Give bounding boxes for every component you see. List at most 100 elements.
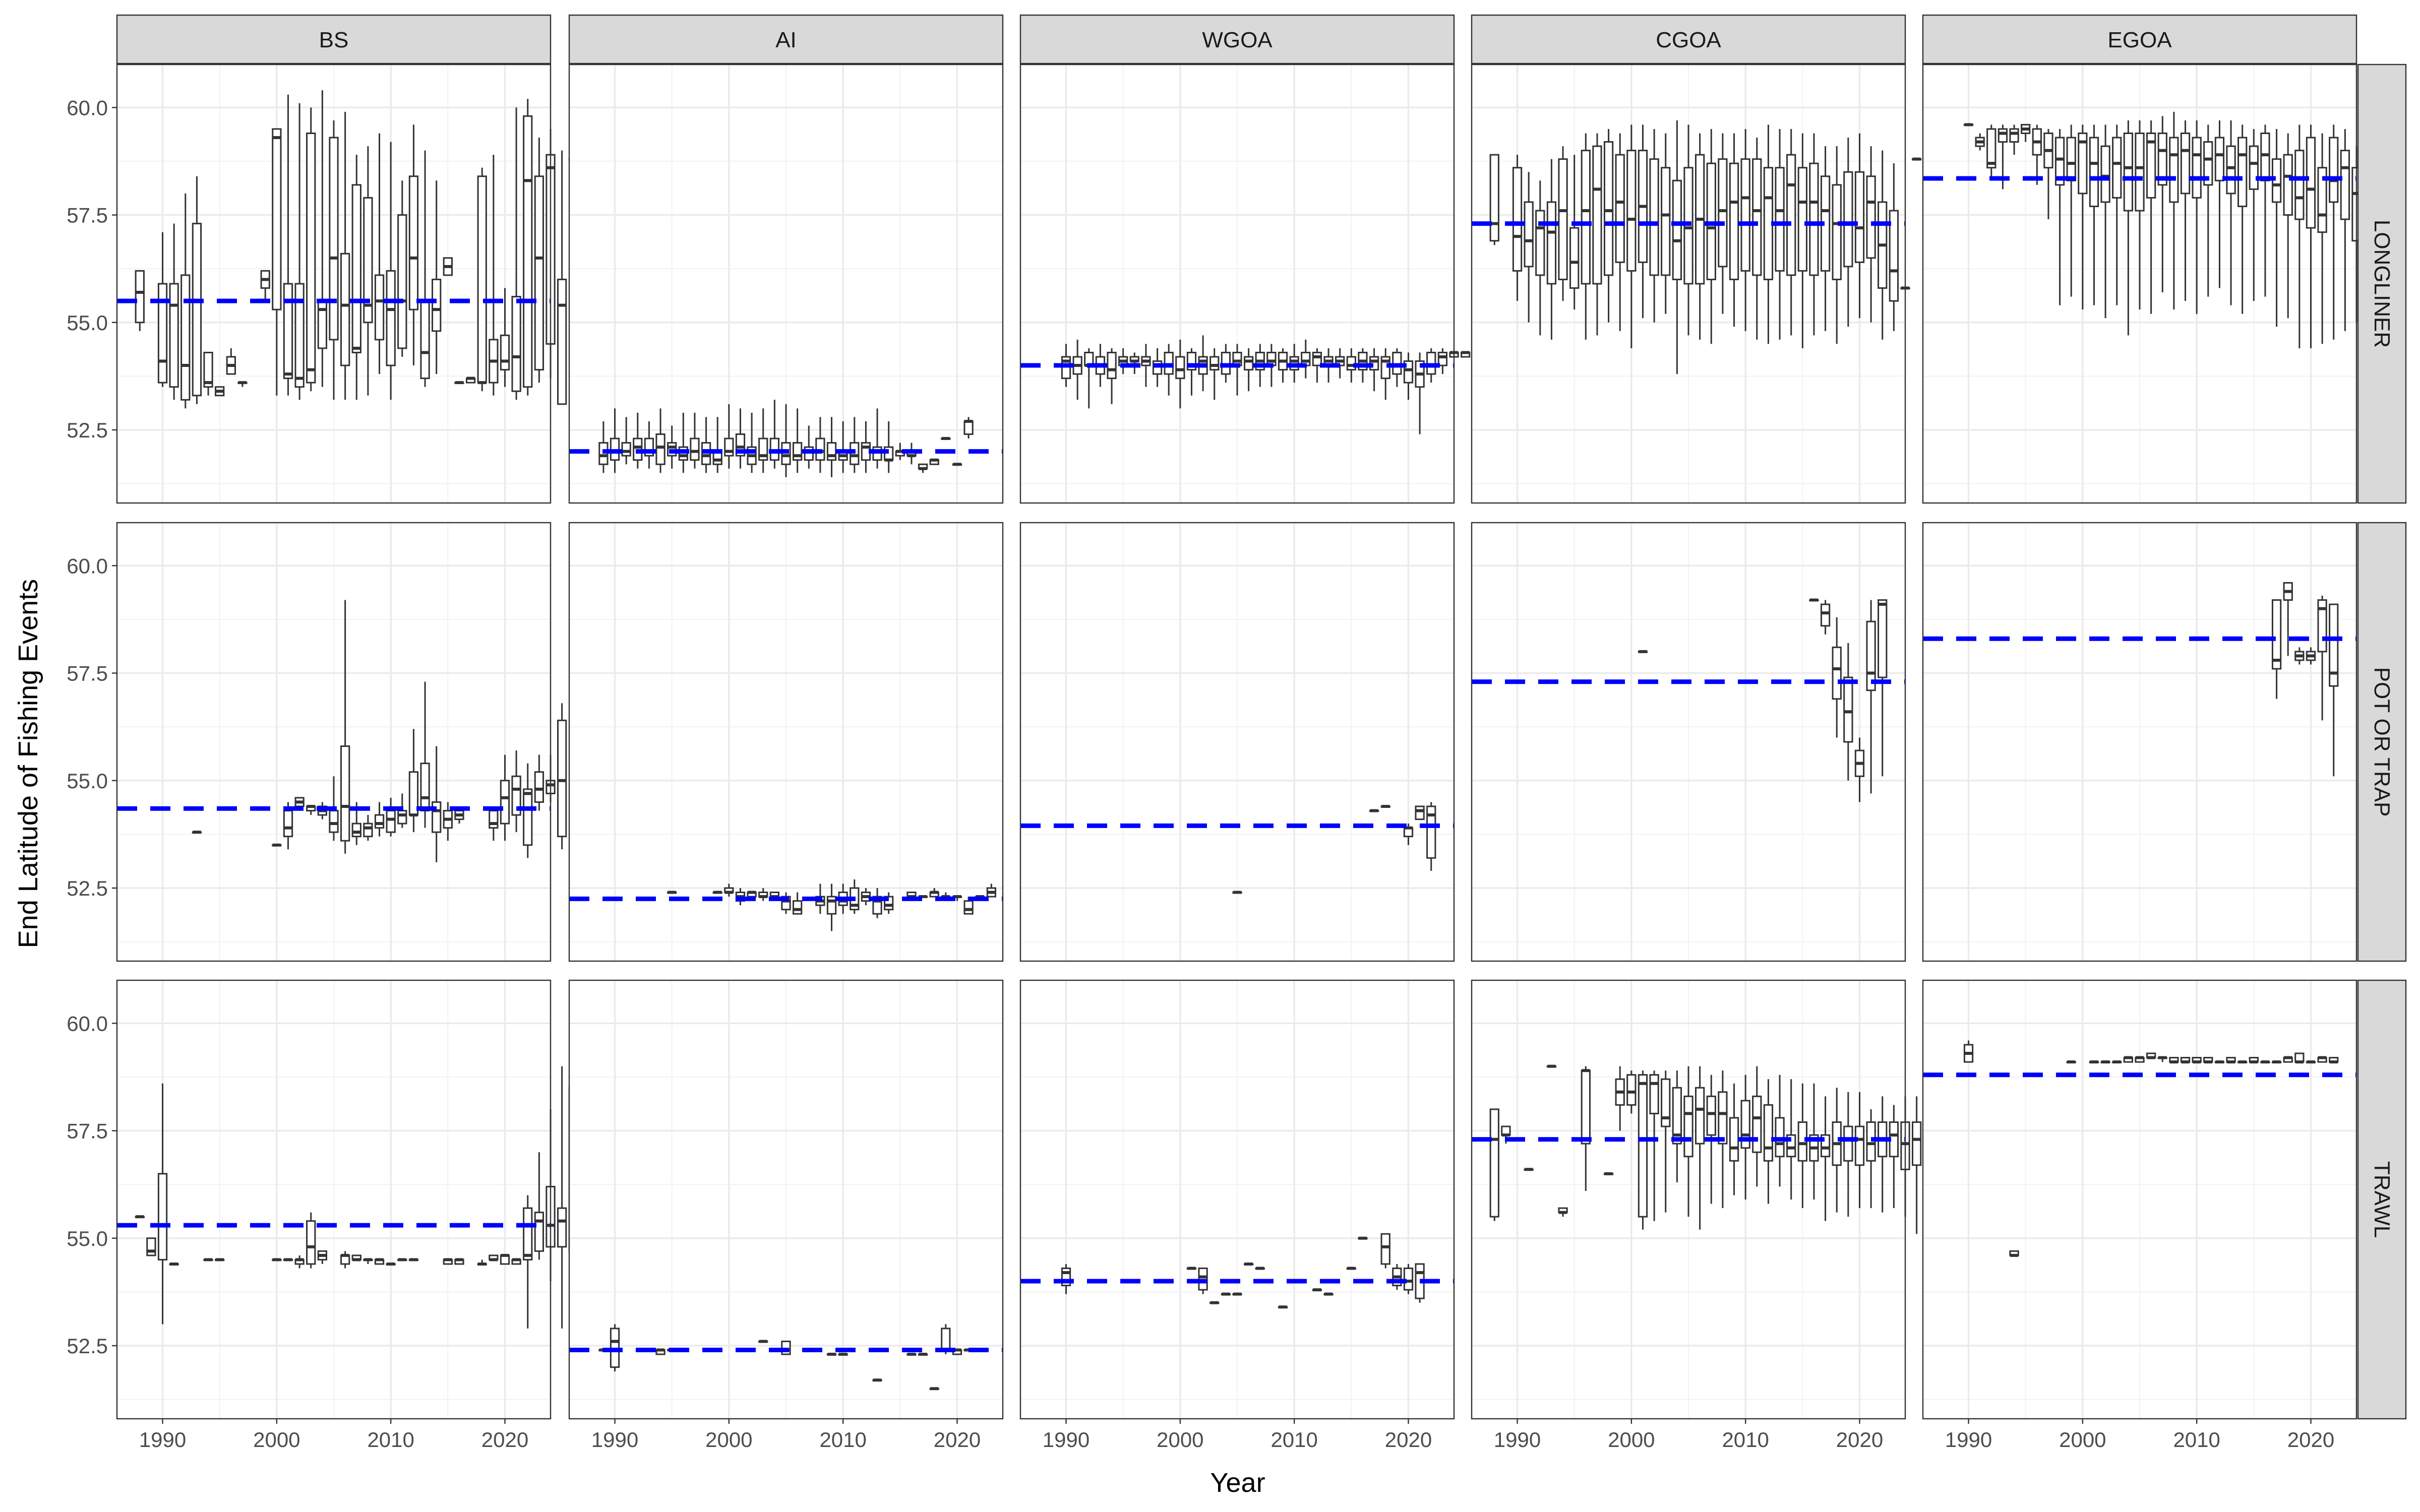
iqr-box [1718, 1091, 1728, 1145]
box-2006 [1243, 348, 1254, 392]
panel-pot-or-trap-cgoa [1471, 522, 1906, 962]
box-2021 [511, 1258, 521, 1265]
strip-label-cgoa: CGOA [1656, 28, 1721, 52]
iqr-box [500, 780, 510, 825]
box-2003 [306, 804, 316, 815]
iqr-box [1649, 158, 1659, 276]
box-2006 [340, 600, 350, 854]
iqr-box [329, 137, 339, 341]
iqr-box [523, 1207, 533, 1261]
strip-longliner [2357, 64, 2407, 504]
box-2006 [2146, 1052, 2156, 1059]
box-2012 [1763, 1079, 1774, 1204]
iqr-box [2146, 132, 2156, 199]
panel-border [1019, 522, 1455, 962]
iqr-box [690, 437, 700, 461]
box-2020 [2306, 124, 2316, 348]
iqr-box [1626, 150, 1637, 272]
iqr-box [826, 896, 837, 915]
iqr-box [1426, 805, 1436, 859]
iqr-box [1415, 805, 1425, 821]
iqr-box [1535, 210, 1545, 276]
panel-pot-or-trap-bs [116, 522, 567, 962]
iqr-box [1546, 201, 1557, 285]
y-tick-label: 55.0 [67, 769, 108, 793]
box-2021 [1866, 146, 1876, 323]
box-2021 [511, 107, 521, 400]
iqr-box [2066, 137, 2076, 181]
box-2011 [1301, 339, 1311, 379]
iqr-box [941, 1328, 951, 1351]
box-2001 [1186, 1267, 1197, 1270]
strips-layer: BS AI WGOA CGOA EGOA LONGLINER POT OR TRAP TRAW… [116, 14, 2407, 1420]
iqr-box [157, 1173, 168, 1261]
box-2001 [1638, 124, 1648, 319]
box-2004 [317, 90, 328, 387]
panel-border [1019, 64, 1455, 504]
iqr-box [2089, 137, 2099, 207]
iqr-box [1729, 162, 1739, 280]
box-2004 [1672, 1070, 1682, 1182]
iqr-box [2237, 137, 2248, 207]
iqr-box [2329, 603, 2339, 687]
iqr-box [294, 283, 305, 388]
iqr-box [534, 175, 544, 371]
iqr-box [1752, 1095, 1762, 1153]
box-2003 [1661, 133, 1671, 314]
box-2016 [2260, 124, 2270, 297]
iqr-box [1729, 1117, 1739, 1162]
box-2023 [534, 754, 544, 811]
box-2019 [1843, 138, 1853, 327]
iqr-box [1843, 676, 1853, 743]
box-2014 [1786, 129, 1796, 336]
box-2021 [2317, 1056, 2327, 1063]
iqr-box [2157, 132, 2167, 186]
strip-egoa [1922, 14, 2357, 65]
box-2001 [283, 1258, 293, 1262]
iqr-box [1911, 1121, 1922, 1166]
box-2008 [363, 1258, 373, 1264]
iqr-box [397, 809, 407, 825]
box-2010 [838, 1353, 848, 1356]
box-1997 [2043, 129, 2053, 220]
axes-layer: 52.5 55.0 57.5 60.0 52.5 55.0 57.5 60.0 52.5 55.0… [67, 96, 2334, 1452]
box-2012 [408, 729, 419, 833]
iqr-box [386, 809, 396, 833]
box-2019 [489, 155, 499, 396]
panel-longliner-egoa [1922, 64, 2384, 504]
box-2002 [294, 1255, 305, 1269]
box-2021 [511, 750, 521, 833]
box-2020 [2306, 647, 2316, 665]
box-2011 [2203, 124, 2213, 297]
panel-longliner-bs [116, 64, 578, 504]
iqr-box [2169, 137, 2179, 203]
panel-border [116, 64, 552, 504]
box-1994 [1107, 348, 1117, 404]
strip-ai [568, 14, 1004, 65]
panel-border [116, 522, 552, 962]
box-1995 [2021, 123, 2031, 142]
box-1991 [1975, 133, 1985, 151]
box-2020 [500, 1253, 510, 1265]
x-tick-label: 1990 [1494, 1428, 1541, 1452]
box-2010 [1740, 129, 1750, 331]
box-2022 [1878, 599, 1888, 777]
box-2020 [1403, 824, 1414, 845]
x-tick-label: 1990 [1945, 1428, 1992, 1452]
iqr-box [1820, 603, 1831, 627]
box-2009 [826, 1353, 837, 1356]
box-2008 [363, 815, 373, 841]
iqr-box [1512, 167, 1523, 272]
iqr-box [420, 763, 430, 811]
box-2023 [1889, 1105, 1899, 1209]
panel-border [568, 64, 1004, 504]
iqr-box [146, 1237, 156, 1256]
iqr-box [1695, 1087, 1705, 1145]
box-2010 [2192, 120, 2202, 314]
box-2000 [724, 884, 734, 897]
box-2006 [340, 111, 350, 400]
iqr-box [272, 128, 282, 310]
iqr-box [1615, 154, 1625, 263]
box-2002 [294, 103, 305, 400]
